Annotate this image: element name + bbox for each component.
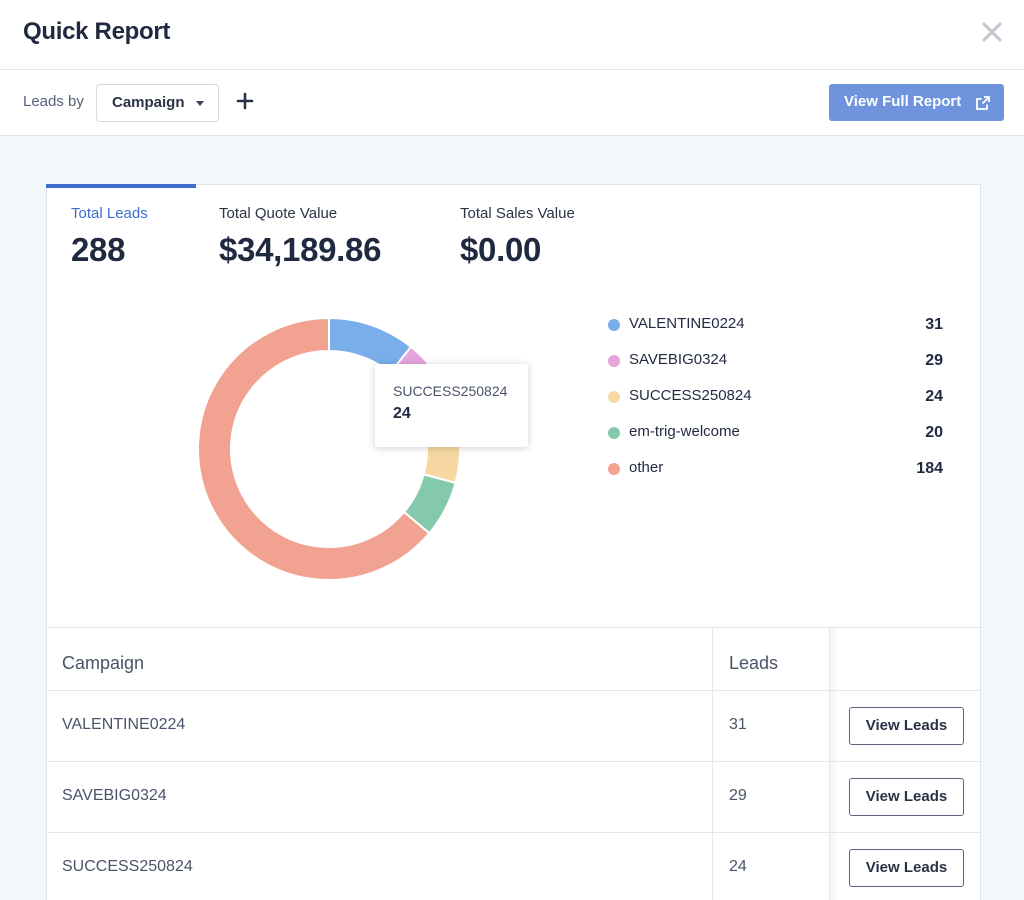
legend-dot <box>608 427 620 439</box>
active-stat-indicator <box>46 184 196 188</box>
report-card: Total Leads 288 Total Quote Value $34,18… <box>46 184 981 900</box>
legend-count: 31 <box>925 316 943 333</box>
legend-item[interactable]: other 184 <box>608 459 943 495</box>
stat-value: $34,189.86 <box>219 231 382 268</box>
close-icon <box>982 22 1002 42</box>
stat-label: Total Quote Value <box>219 205 338 222</box>
leads-donut-chart <box>197 316 461 581</box>
group-by-select-value: Campaign <box>112 94 185 111</box>
leads-cell: 31 <box>729 716 747 733</box>
add-grouping-button[interactable] <box>233 89 257 113</box>
legend-label: VALENTINE0224 <box>629 315 745 332</box>
leads-cell: 29 <box>729 787 747 804</box>
view-full-report-button[interactable]: View Full Report <box>829 84 1004 121</box>
column-divider <box>712 833 713 900</box>
modal-title: Quick Report <box>23 18 171 45</box>
column-header-leads: Leads <box>729 653 779 673</box>
donut-slice-other[interactable] <box>197 316 431 581</box>
caret-down-icon <box>196 101 204 106</box>
stat-value: $0.00 <box>460 231 542 268</box>
column-divider <box>829 833 830 900</box>
view-leads-label: View Leads <box>865 717 948 734</box>
table-row: SAVEBIG0324 29 View Leads <box>46 762 981 833</box>
column-header-campaign: Campaign <box>62 653 145 673</box>
tooltip-label: SUCCESS250824 <box>393 383 508 399</box>
leads-cell: 24 <box>729 858 747 875</box>
column-divider <box>712 762 713 832</box>
view-leads-button[interactable]: View Leads <box>849 707 964 745</box>
column-divider <box>829 691 830 761</box>
view-leads-label: View Leads <box>865 788 948 805</box>
external-link-icon <box>976 96 990 110</box>
stat-label: Total Sales Value <box>460 205 575 222</box>
chart-legend: VALENTINE0224 31 SAVEBIG0324 29 SUCCESS2… <box>608 315 943 495</box>
column-divider <box>712 628 713 690</box>
legend-item[interactable]: SUCCESS250824 24 <box>608 387 943 423</box>
legend-dot <box>608 355 620 367</box>
chart-tooltip: SUCCESS250824 24 <box>375 364 528 447</box>
stat-total-sales-value[interactable]: Total Sales Value $0.00 <box>460 205 575 269</box>
legend-label: other <box>629 459 664 476</box>
legend-count: 20 <box>925 424 943 441</box>
report-toolbar: Leads by Campaign View Full Report <box>0 70 1024 136</box>
campaign-cell: VALENTINE0224 <box>62 716 186 733</box>
view-full-report-label: View Full Report <box>844 93 962 110</box>
view-leads-button[interactable]: View Leads <box>849 778 964 816</box>
leads-by-label: Leads by <box>23 93 84 110</box>
legend-item[interactable]: em-trig-welcome 20 <box>608 423 943 459</box>
table-row: SUCCESS250824 24 View Leads <box>46 833 981 900</box>
view-leads-label: View Leads <box>865 859 948 876</box>
legend-count: 24 <box>925 388 943 405</box>
campaign-cell: SUCCESS250824 <box>62 858 193 875</box>
column-divider <box>712 691 713 761</box>
legend-dot <box>608 391 620 403</box>
stat-total-quote-value[interactable]: Total Quote Value $34,189.86 <box>219 205 381 269</box>
stat-value: 288 <box>71 231 126 268</box>
sticky-column-shadow <box>829 833 839 900</box>
campaign-table: Campaign Leads VALENTINE0224 31 View Lea… <box>46 627 981 900</box>
column-divider <box>829 762 830 832</box>
modal-header: Quick Report <box>0 0 1024 70</box>
table-header-row: Campaign Leads <box>46 628 981 691</box>
group-by-select[interactable]: Campaign <box>96 84 219 122</box>
sticky-column-shadow <box>829 762 839 832</box>
tooltip-value: 24 <box>393 405 411 422</box>
sticky-column-shadow <box>829 691 839 761</box>
stat-total-leads[interactable]: Total Leads 288 <box>71 205 148 269</box>
view-leads-button[interactable]: View Leads <box>849 849 964 887</box>
campaign-cell: SAVEBIG0324 <box>62 787 167 804</box>
legend-dot <box>608 319 620 331</box>
sticky-column-shadow <box>829 628 839 690</box>
legend-label: em-trig-welcome <box>629 423 740 440</box>
stat-label: Total Leads <box>71 205 148 222</box>
plus-icon <box>236 92 254 110</box>
legend-count: 29 <box>925 352 943 369</box>
table-row: VALENTINE0224 31 View Leads <box>46 691 981 762</box>
legend-label: SAVEBIG0324 <box>629 351 728 368</box>
legend-dot <box>608 463 620 475</box>
legend-label: SUCCESS250824 <box>629 387 752 404</box>
column-divider <box>829 628 830 690</box>
legend-item[interactable]: SAVEBIG0324 29 <box>608 351 943 387</box>
legend-count: 184 <box>916 460 943 477</box>
close-button[interactable] <box>978 18 1006 46</box>
legend-item[interactable]: VALENTINE0224 31 <box>608 315 943 351</box>
